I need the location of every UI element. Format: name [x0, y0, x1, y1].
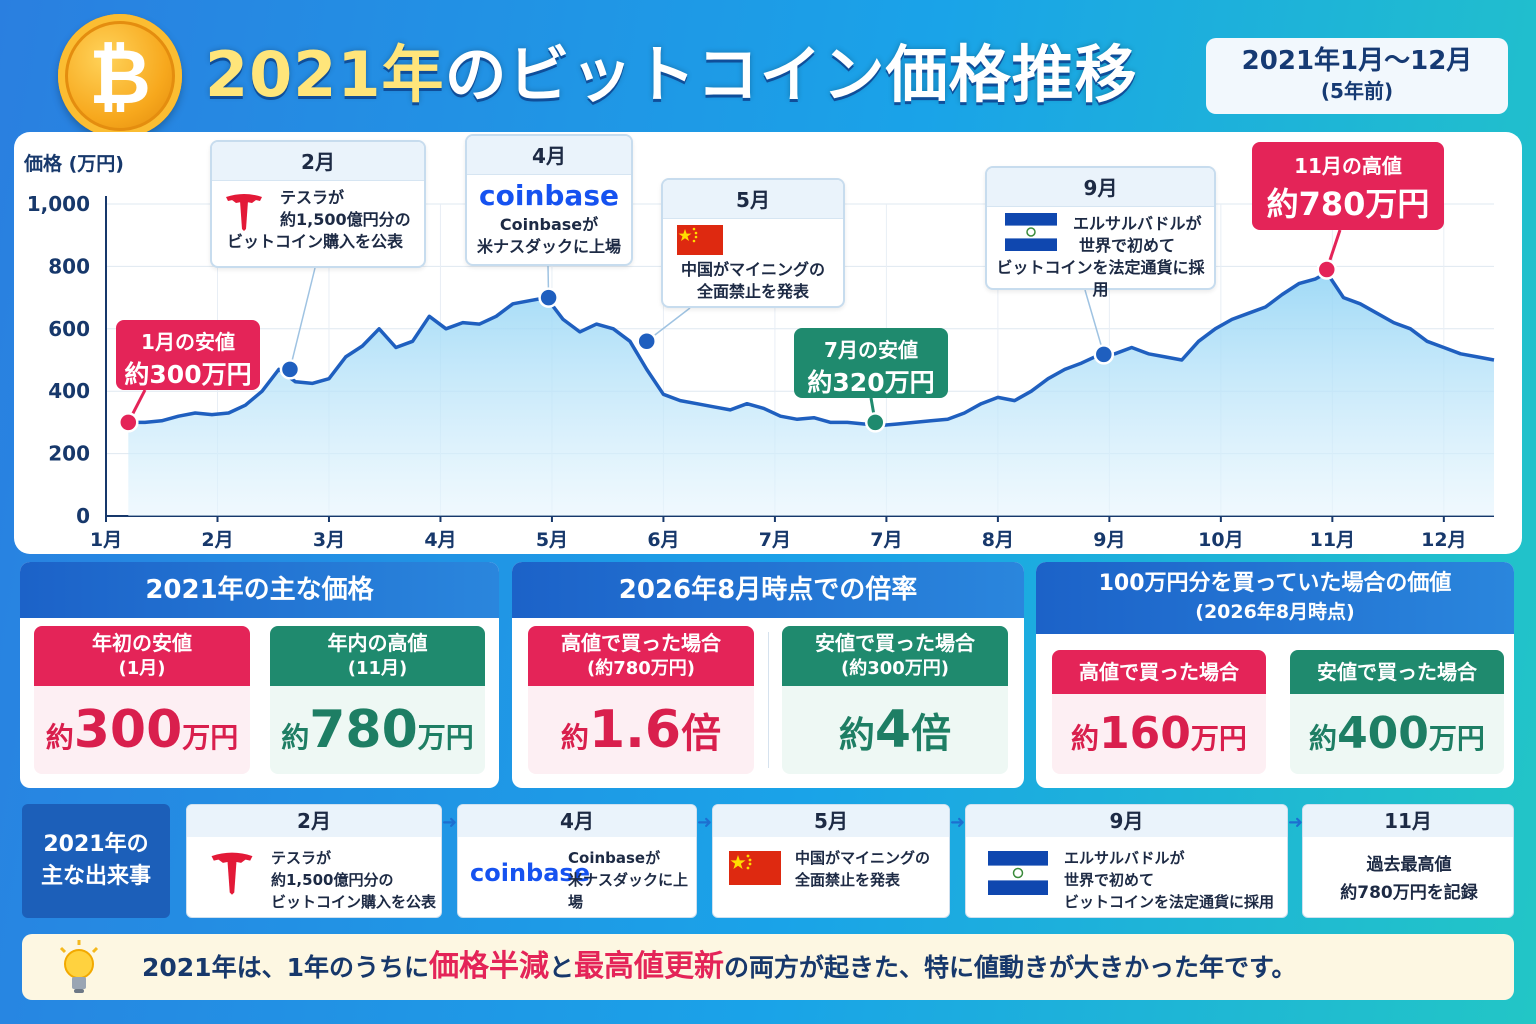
marker-high — [1316, 259, 1338, 280]
event-item: 9月 エルサルバドルが 世界で初めて ビットコインを法定通貨に採用 — [965, 804, 1288, 918]
callout-feb: 2月 テスラが 約1,500億円分の ビットコイン購入を公表 — [210, 140, 426, 268]
section-title: 2021年の主な価格 — [20, 562, 499, 618]
period-badge: 2021年1月〜12月 (5年前) — [1206, 38, 1508, 114]
callout-text: Coinbaseが — [499, 215, 599, 234]
summary-footer: 2021年は、1年のうちに価格半減と最高値更新の両方が起きた、特に値動きが大きか… — [22, 934, 1514, 1000]
x-tick-label: 2月 — [201, 529, 233, 551]
card-multiplier-high: 高値で買った場合 (約780万円) 約1.6倍 — [528, 626, 754, 774]
x-tick-label: 8月 — [982, 529, 1014, 551]
section-title: 100万円分を買っていた場合の価値 (2026年8月時点) — [1036, 562, 1514, 634]
marker-low — [865, 412, 886, 433]
event-item: 5月 中国がマイニングの 全面禁止を発表 — [712, 804, 950, 918]
card-value-low: 安値で買った場合 約400万円 — [1290, 650, 1504, 774]
y-tick-label: 800 — [48, 254, 90, 278]
china-flag-icon — [677, 225, 723, 255]
callout-month: 9月 — [987, 168, 1214, 207]
callout-month: 4月 — [467, 136, 631, 175]
el-salvador-flag-icon — [1005, 213, 1057, 251]
y-tick-label: 0 — [76, 504, 90, 528]
x-tick-label: 10月 — [1198, 529, 1243, 551]
marker-low — [118, 412, 139, 433]
arrow-right-icon: ➜ — [442, 812, 458, 833]
x-tick-label: 7月 — [759, 529, 791, 551]
event-item: 4月 coinbase Coinbaseが 米ナスダックに上場 — [457, 804, 697, 918]
coinbase-logo-icon: coinbase — [479, 179, 619, 212]
events-label: 2021年の 主な出来事 — [22, 804, 170, 918]
y-tick-label: 600 — [48, 317, 90, 341]
bitcoin-coin-icon: ₿ — [58, 14, 182, 138]
y-tick-label: 400 — [48, 379, 90, 403]
section-title: 2026年8月時点での倍率 — [512, 562, 1024, 618]
callout-text: 中国がマイニングの — [680, 260, 825, 279]
y-tick-label: 200 — [48, 442, 90, 466]
card-year-low: 年初の安値 (1月) 約300万円 — [34, 626, 250, 774]
arrow-right-icon: ➜ — [697, 812, 713, 833]
china-flag-icon — [729, 851, 781, 885]
tesla-logo-icon — [226, 194, 262, 231]
card-value-high: 高値で買った場合 約160万円 — [1052, 650, 1266, 774]
price-area — [128, 272, 1494, 516]
x-tick-label: 3月 — [313, 529, 345, 551]
callout-text: ビットコイン購入を公表 — [226, 232, 403, 251]
x-tick-label: 6月 — [647, 529, 679, 551]
tesla-logo-icon — [211, 852, 253, 895]
card-year-high: 年内の高値 (11月) 約780万円 — [270, 626, 485, 774]
x-tick-label: 12月 — [1421, 529, 1466, 551]
callout-text: ビットコインを法定通貨に採用 — [996, 258, 1205, 299]
callout-text: 世界で初めて — [1079, 236, 1176, 255]
event-item: 2月 テスラが 約1,500億円分の ビットコイン購入を公表 — [186, 804, 442, 918]
callout-sep: 9月 エルサルバドルが 世界で初めて ビットコインを法定通貨に採用 — [985, 166, 1216, 299]
coinbase-logo-icon: coinbase — [470, 859, 590, 887]
x-tick-label: 1月 — [90, 529, 122, 551]
marker-event — [279, 359, 301, 380]
x-tick-label: 11月 — [1310, 529, 1355, 551]
callout-apr: 4月 coinbase Coinbaseが 米ナスダックに上場 — [465, 134, 633, 266]
callout-text: テスラが — [280, 188, 345, 207]
arrow-right-icon: ➜ — [1288, 812, 1304, 833]
summary-multipliers: 2026年8月時点での倍率 高値で買った場合 (約780万円) 約1.6倍 安値で… — [512, 562, 1024, 788]
price-chart: 0 200 400 600 800 1,000 1月 2月 3月 4月 5月 6月 7月 7月 8月 9月 1… — [23, 152, 1495, 551]
arrow-right-icon: ➜ — [950, 812, 966, 833]
tag-nov-high: 11月の高値 約780万円 — [1252, 142, 1444, 230]
callout-pointer — [1084, 289, 1105, 355]
callout-text: 約1,500億円分の — [280, 210, 411, 229]
lightbulb-icon — [59, 940, 99, 993]
page-title: 2021年のビットコイン価格推移 — [205, 38, 1138, 111]
marker-event — [538, 287, 559, 308]
marker-event — [1093, 344, 1115, 365]
callout-text: 全面禁止を発表 — [696, 282, 809, 301]
y-axis-label: 価格 (万円) — [23, 152, 124, 175]
event-item: 11月 過去最高値 約780万円を記録 — [1302, 804, 1514, 918]
y-tick-label: 1,000 — [27, 192, 90, 216]
period-note: (5年前) — [1320, 79, 1394, 103]
x-tick-label: 9月 — [1093, 529, 1125, 551]
callout-month: 2月 — [212, 142, 424, 181]
x-tick-label: 7月 — [870, 529, 902, 551]
x-tick-label: 4月 — [424, 529, 456, 551]
callout-text: 米ナスダックに上場 — [476, 237, 621, 256]
callout-text: エルサルバドルが — [1073, 214, 1202, 233]
tag-jan-low: 1月の安値 約300万円 — [116, 320, 260, 390]
el-salvador-flag-icon — [988, 851, 1048, 895]
tag-jul-low: 7月の安値 約320万円 — [794, 328, 948, 398]
summary-main-prices: 2021年の主な価格 年初の安値 (1月) 約300万円 年内の高値 (11月) 約… — [20, 562, 499, 788]
summary-1m-value: 100万円分を買っていた場合の価値 (2026年8月時点) 高値で買った場合 約… — [1036, 562, 1514, 788]
period-range: 2021年1月〜12月 — [1241, 46, 1473, 76]
marker-event — [636, 331, 657, 352]
x-tick-label: 5月 — [536, 529, 568, 551]
callout-pointer — [289, 267, 316, 370]
callout-month: 5月 — [663, 180, 843, 219]
card-multiplier-low: 安値で買った場合 (約300万円) 約4倍 — [782, 626, 1008, 774]
price-line — [128, 270, 1495, 428]
callout-may: 5月 中国がマイニングの 全面禁止を発表 — [661, 178, 845, 308]
